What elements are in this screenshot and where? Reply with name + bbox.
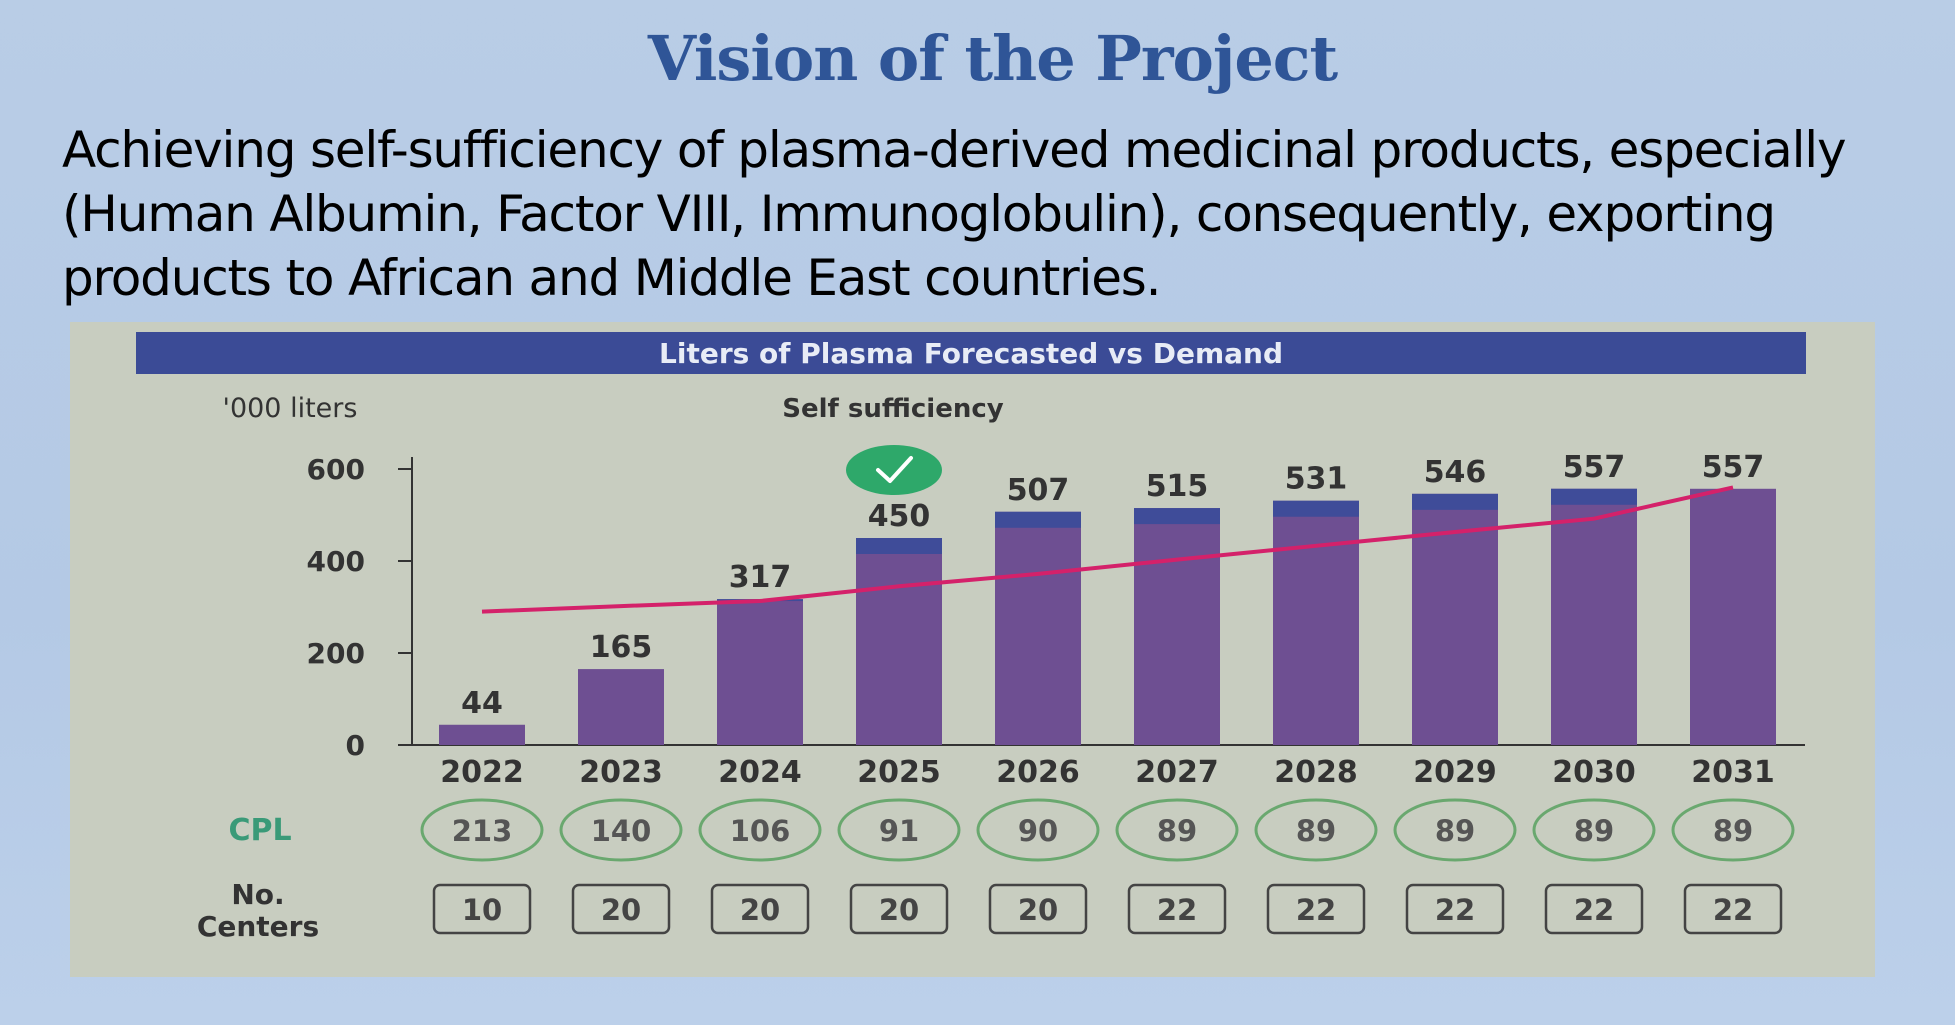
cpl-value: 89 bbox=[1574, 814, 1614, 848]
centers-value: 20 bbox=[1018, 893, 1058, 927]
bar-value-label: 450 bbox=[868, 499, 931, 534]
cpl-ring bbox=[1393, 798, 1517, 862]
centers-box bbox=[849, 883, 949, 935]
bar-value-label: 515 bbox=[1146, 469, 1209, 504]
centers-box bbox=[1683, 883, 1783, 935]
cpl-row-label: CPL bbox=[228, 813, 291, 848]
cpl-ring bbox=[559, 798, 683, 862]
x-tick-label: 2030 bbox=[1552, 755, 1636, 790]
centers-row-label-line1: No. bbox=[231, 878, 284, 911]
bar-value-label: 531 bbox=[1285, 462, 1348, 497]
bar-demand-cap bbox=[856, 538, 942, 554]
cpl-ring bbox=[1115, 798, 1239, 862]
cpl-ring bbox=[837, 798, 961, 862]
cpl-ring bbox=[698, 798, 822, 862]
check-mark-icon bbox=[876, 456, 913, 483]
centers-value: 22 bbox=[1574, 893, 1614, 927]
demand-line bbox=[481, 485, 1734, 614]
bar-value-label: 546 bbox=[1424, 455, 1487, 490]
centers-value: 10 bbox=[462, 893, 502, 927]
x-tick-label: 2027 bbox=[1135, 755, 1219, 790]
bar-value-label: 557 bbox=[1702, 450, 1765, 485]
bar-value-label: 317 bbox=[729, 560, 792, 595]
centers-value: 20 bbox=[740, 893, 780, 927]
centers-row-label-line2: Centers bbox=[197, 910, 319, 943]
bar bbox=[1551, 488, 1637, 745]
y-tick-label: 0 bbox=[346, 729, 365, 762]
bar bbox=[1690, 488, 1776, 745]
cpl-value: 91 bbox=[879, 814, 919, 848]
x-tick-label: 2029 bbox=[1413, 755, 1497, 790]
bar-demand-cap bbox=[1551, 488, 1637, 505]
check-circle-icon bbox=[846, 445, 942, 495]
bar-value-label: 165 bbox=[590, 630, 653, 665]
bar-demand-cap bbox=[995, 511, 1081, 528]
bar-demand-cap bbox=[1273, 500, 1359, 517]
cpl-value: 89 bbox=[1296, 814, 1336, 848]
centers-box bbox=[1405, 883, 1505, 935]
self-sufficiency-label: Self sufficiency bbox=[782, 394, 1003, 424]
chart-title-banner bbox=[136, 332, 1806, 374]
cpl-ring bbox=[976, 798, 1100, 862]
centers-box bbox=[710, 883, 810, 935]
chart-title: Liters of Plasma Forecasted vs Demand bbox=[659, 337, 1283, 370]
y-tick-label: 200 bbox=[307, 637, 365, 670]
bar bbox=[578, 669, 664, 745]
slide-title: Vision of the Project bbox=[647, 22, 1338, 95]
cpl-value: 140 bbox=[591, 814, 652, 848]
centers-value: 20 bbox=[601, 893, 641, 927]
plasma-chart: Liters of Plasma Forecasted vs Demand '0… bbox=[136, 332, 1806, 943]
y-tick-label: 400 bbox=[307, 545, 365, 578]
centers-box bbox=[988, 883, 1088, 935]
bar-demand-cap bbox=[1412, 493, 1498, 510]
x-tick-label: 2022 bbox=[440, 755, 524, 790]
x-tick-label: 2031 bbox=[1691, 755, 1775, 790]
cpl-ring bbox=[1254, 798, 1378, 862]
centers-value: 22 bbox=[1713, 893, 1753, 927]
bar bbox=[1134, 508, 1220, 745]
bar bbox=[1273, 500, 1359, 745]
cpl-ring bbox=[420, 798, 544, 862]
cpl-value: 106 bbox=[730, 814, 791, 848]
cpl-value: 89 bbox=[1435, 814, 1475, 848]
centers-box bbox=[1544, 883, 1644, 935]
centers-box bbox=[1266, 883, 1366, 935]
bar bbox=[995, 511, 1081, 745]
slide-body-text: Achieving self-sufficiency of plasma-der… bbox=[62, 121, 1847, 307]
cpl-value: 90 bbox=[1018, 814, 1058, 848]
cpl-value: 89 bbox=[1157, 814, 1197, 848]
y-tick-label: 600 bbox=[307, 453, 365, 486]
centers-value: 22 bbox=[1435, 893, 1475, 927]
cpl-ring bbox=[1671, 798, 1795, 862]
bar bbox=[717, 599, 803, 745]
bar-demand-cap bbox=[1134, 508, 1220, 525]
centers-box bbox=[571, 883, 671, 935]
chart-photo: Liters of Plasma Forecasted vs Demand '0… bbox=[70, 322, 1875, 977]
centers-value: 22 bbox=[1157, 893, 1197, 927]
x-tick-label: 2024 bbox=[718, 755, 802, 790]
cpl-value: 89 bbox=[1713, 814, 1753, 848]
x-tick-label: 2023 bbox=[579, 755, 663, 790]
x-tick-label: 2026 bbox=[996, 755, 1080, 790]
cpl-ring bbox=[1532, 798, 1656, 862]
x-tick-label: 2025 bbox=[857, 755, 941, 790]
bar bbox=[856, 538, 942, 745]
x-tick-label: 2028 bbox=[1274, 755, 1358, 790]
y-unit-label: '000 liters bbox=[223, 393, 358, 424]
bar-value-label: 44 bbox=[461, 686, 503, 721]
centers-value: 22 bbox=[1296, 893, 1336, 927]
centers-box bbox=[1127, 883, 1227, 935]
bar-value-label: 507 bbox=[1007, 473, 1070, 508]
bar-value-label: 557 bbox=[1563, 450, 1626, 485]
cpl-value: 213 bbox=[452, 814, 513, 848]
bar bbox=[439, 724, 525, 745]
centers-value: 20 bbox=[879, 893, 919, 927]
centers-box bbox=[432, 883, 532, 935]
